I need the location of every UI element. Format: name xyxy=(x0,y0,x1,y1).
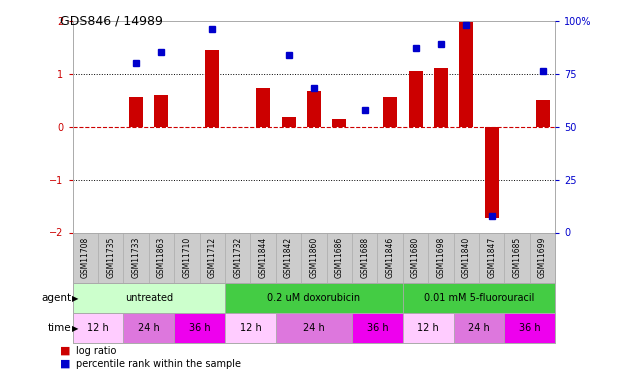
Text: GSM11735: GSM11735 xyxy=(106,237,115,278)
Text: GSM11844: GSM11844 xyxy=(259,237,268,278)
Bar xyxy=(73,283,225,313)
Bar xyxy=(155,95,168,127)
Text: 36 h: 36 h xyxy=(519,323,541,333)
Text: GSM11847: GSM11847 xyxy=(487,237,496,278)
Text: percentile rank within the sample: percentile rank within the sample xyxy=(76,359,240,369)
Text: ▶: ▶ xyxy=(73,324,79,333)
Text: GSM11698: GSM11698 xyxy=(437,237,445,278)
Text: untreated: untreated xyxy=(125,293,173,303)
Text: 24 h: 24 h xyxy=(303,323,325,333)
Text: GDS846 / 14989: GDS846 / 14989 xyxy=(60,15,163,28)
Text: GSM11685: GSM11685 xyxy=(512,237,522,278)
Bar xyxy=(205,50,220,127)
Text: GSM11863: GSM11863 xyxy=(157,237,166,278)
Text: 36 h: 36 h xyxy=(367,323,388,333)
Text: GSM11688: GSM11688 xyxy=(360,237,369,278)
Text: 24 h: 24 h xyxy=(468,323,490,333)
Bar xyxy=(124,313,174,343)
Bar xyxy=(281,117,295,127)
Text: 0.2 uM doxorubicin: 0.2 uM doxorubicin xyxy=(268,293,360,303)
Text: GSM11733: GSM11733 xyxy=(132,237,141,278)
Text: 12 h: 12 h xyxy=(240,323,261,333)
Text: GSM11842: GSM11842 xyxy=(284,237,293,278)
Text: log ratio: log ratio xyxy=(76,346,116,355)
Text: GSM11846: GSM11846 xyxy=(386,237,394,278)
Text: GSM11840: GSM11840 xyxy=(462,237,471,278)
Bar xyxy=(174,313,225,343)
Bar xyxy=(276,313,352,343)
Text: GSM11732: GSM11732 xyxy=(233,237,242,278)
Bar xyxy=(129,98,143,127)
Text: 12 h: 12 h xyxy=(87,323,109,333)
Text: GSM11710: GSM11710 xyxy=(182,237,191,278)
Text: 36 h: 36 h xyxy=(189,323,210,333)
Bar xyxy=(225,313,276,343)
Text: GSM11860: GSM11860 xyxy=(309,237,319,278)
Text: ■: ■ xyxy=(60,346,71,355)
Bar xyxy=(225,283,403,313)
Text: GSM11708: GSM11708 xyxy=(81,237,90,278)
Text: GSM11712: GSM11712 xyxy=(208,237,217,278)
Bar xyxy=(408,71,423,127)
Bar xyxy=(307,90,321,127)
Bar xyxy=(333,119,346,127)
Bar xyxy=(352,313,403,343)
Bar xyxy=(485,127,498,218)
Text: time: time xyxy=(48,323,71,333)
Bar xyxy=(434,68,448,127)
Text: GSM11680: GSM11680 xyxy=(411,237,420,278)
Bar xyxy=(536,100,550,127)
Bar xyxy=(504,313,555,343)
Text: agent: agent xyxy=(41,293,71,303)
Bar xyxy=(383,98,397,127)
Bar xyxy=(403,313,454,343)
Bar xyxy=(73,313,124,343)
Text: 12 h: 12 h xyxy=(417,323,439,333)
Text: 0.01 mM 5-fluorouracil: 0.01 mM 5-fluorouracil xyxy=(424,293,534,303)
Text: 24 h: 24 h xyxy=(138,323,160,333)
Text: GSM11686: GSM11686 xyxy=(335,237,344,278)
Bar xyxy=(403,283,555,313)
Bar xyxy=(454,313,504,343)
Bar xyxy=(256,88,270,127)
Text: ■: ■ xyxy=(60,359,71,369)
Text: GSM11699: GSM11699 xyxy=(538,237,547,278)
Bar xyxy=(459,22,473,127)
Text: ▶: ▶ xyxy=(73,294,79,303)
